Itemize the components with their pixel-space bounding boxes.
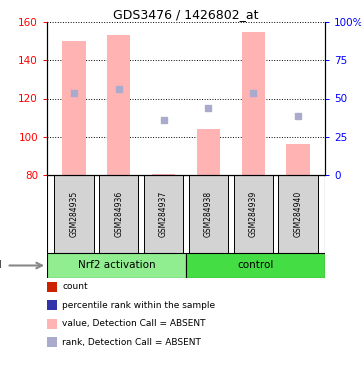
Text: Nrf2 activation: Nrf2 activation	[78, 260, 155, 270]
Text: count: count	[62, 282, 88, 291]
Bar	[107, 35, 130, 175]
Text: GSM284937: GSM284937	[159, 191, 168, 237]
Text: GSM284939: GSM284939	[249, 191, 258, 237]
Text: GSM284940: GSM284940	[293, 191, 303, 237]
Text: protocol: protocol	[0, 260, 2, 270]
Text: GSM284935: GSM284935	[69, 191, 78, 237]
Bar	[152, 174, 175, 175]
Bar	[62, 41, 86, 175]
Title: GDS3476 / 1426802_at: GDS3476 / 1426802_at	[113, 8, 259, 21]
Bar	[186, 253, 325, 278]
Text: control: control	[237, 260, 274, 270]
Bar	[144, 175, 183, 253]
Text: percentile rank within the sample: percentile rank within the sample	[62, 301, 215, 310]
Text: rank, Detection Call = ABSENT: rank, Detection Call = ABSENT	[62, 338, 201, 347]
Bar	[99, 175, 139, 253]
Bar	[54, 175, 93, 253]
Bar	[47, 253, 186, 278]
Bar	[189, 175, 228, 253]
Bar	[197, 129, 220, 175]
Text: GSM284938: GSM284938	[204, 191, 213, 237]
Text: GSM284936: GSM284936	[114, 191, 123, 237]
Bar	[234, 175, 273, 253]
Text: value, Detection Call = ABSENT: value, Detection Call = ABSENT	[62, 319, 205, 328]
Bar	[242, 31, 265, 175]
Bar	[286, 144, 310, 175]
Bar	[278, 175, 318, 253]
